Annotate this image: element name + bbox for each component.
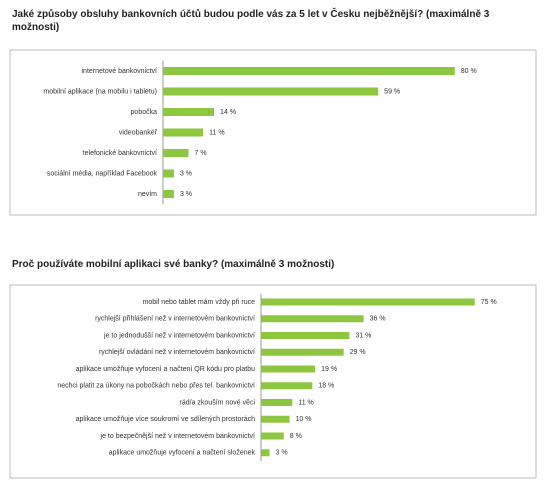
bar bbox=[261, 315, 364, 323]
bar bbox=[261, 348, 344, 356]
value-label: 75 % bbox=[481, 299, 497, 306]
category-label: mobilní aplikace (na mobilu i tabletu) bbox=[43, 88, 157, 95]
category-label: nechci platit za úkony na pobočkách nebo… bbox=[57, 383, 255, 390]
category-label: videobankéř bbox=[119, 129, 158, 136]
category-label: aplikace umožňuje vyfocení a načtení QR … bbox=[76, 366, 255, 373]
bar bbox=[261, 399, 293, 406]
value-label: 19 % bbox=[321, 366, 337, 373]
bar bbox=[261, 332, 350, 339]
value-label: 10 % bbox=[296, 416, 312, 423]
bar bbox=[261, 415, 290, 423]
category-label: telefonické bankovnictví bbox=[83, 150, 157, 157]
category-label: sociální média, například Facebook bbox=[47, 170, 158, 177]
bar bbox=[163, 128, 204, 137]
bar bbox=[163, 169, 174, 178]
category-label: aplikace umožňuje vyfocení a načtení slo… bbox=[109, 450, 256, 457]
bar bbox=[163, 67, 455, 75]
chart-frame bbox=[9, 284, 537, 479]
value-label: 14 % bbox=[220, 109, 236, 116]
value-label: 8 % bbox=[290, 433, 302, 440]
value-label: 18 % bbox=[318, 383, 334, 390]
value-label: 59 % bbox=[384, 88, 400, 95]
bar bbox=[261, 449, 270, 457]
value-label: 29 % bbox=[350, 349, 366, 356]
bar bbox=[163, 149, 189, 157]
chart-title: Proč používáte mobilní aplikaci své bank… bbox=[12, 259, 335, 270]
category-label: rád/a zkouším nové věci bbox=[180, 399, 256, 406]
value-label: 36 % bbox=[370, 316, 386, 323]
value-label: 80 % bbox=[461, 68, 477, 75]
category-label: mobil nebo tablet mám vždy při ruce bbox=[143, 299, 256, 306]
category-label: aplikace umožňuje více soukromí ve sdíle… bbox=[76, 416, 255, 423]
category-label: pobočka bbox=[131, 109, 158, 116]
value-label: 31 % bbox=[355, 332, 371, 339]
chart-title: Jaké způsoby obsluhy bankovních účtů bud… bbox=[12, 9, 490, 33]
bar bbox=[163, 87, 379, 96]
category-label: rychlejší přihlášení než v internetovém … bbox=[95, 316, 255, 323]
value-label: 7 % bbox=[195, 150, 207, 157]
category-label: rychlejší ovládání než v internetovém ba… bbox=[99, 349, 255, 356]
value-label: 3 % bbox=[276, 450, 288, 457]
value-label: 3 % bbox=[180, 191, 192, 198]
category-label: nevím bbox=[138, 191, 157, 198]
bar bbox=[261, 365, 316, 373]
category-label: je to jednodušší než v internetovém bank… bbox=[103, 332, 255, 339]
bar bbox=[163, 190, 174, 198]
value-label: 3 % bbox=[180, 170, 192, 177]
value-label: 11 % bbox=[298, 399, 313, 406]
bar bbox=[261, 298, 475, 306]
category-label: internetové bankovnictví bbox=[82, 68, 158, 75]
category-label: je to bezpečnější než v internetovém ban… bbox=[100, 433, 256, 440]
chart-frame bbox=[9, 49, 537, 216]
bar bbox=[261, 432, 284, 440]
bar bbox=[163, 108, 215, 116]
value-label: 11 % bbox=[209, 129, 224, 136]
bar bbox=[261, 382, 313, 390]
